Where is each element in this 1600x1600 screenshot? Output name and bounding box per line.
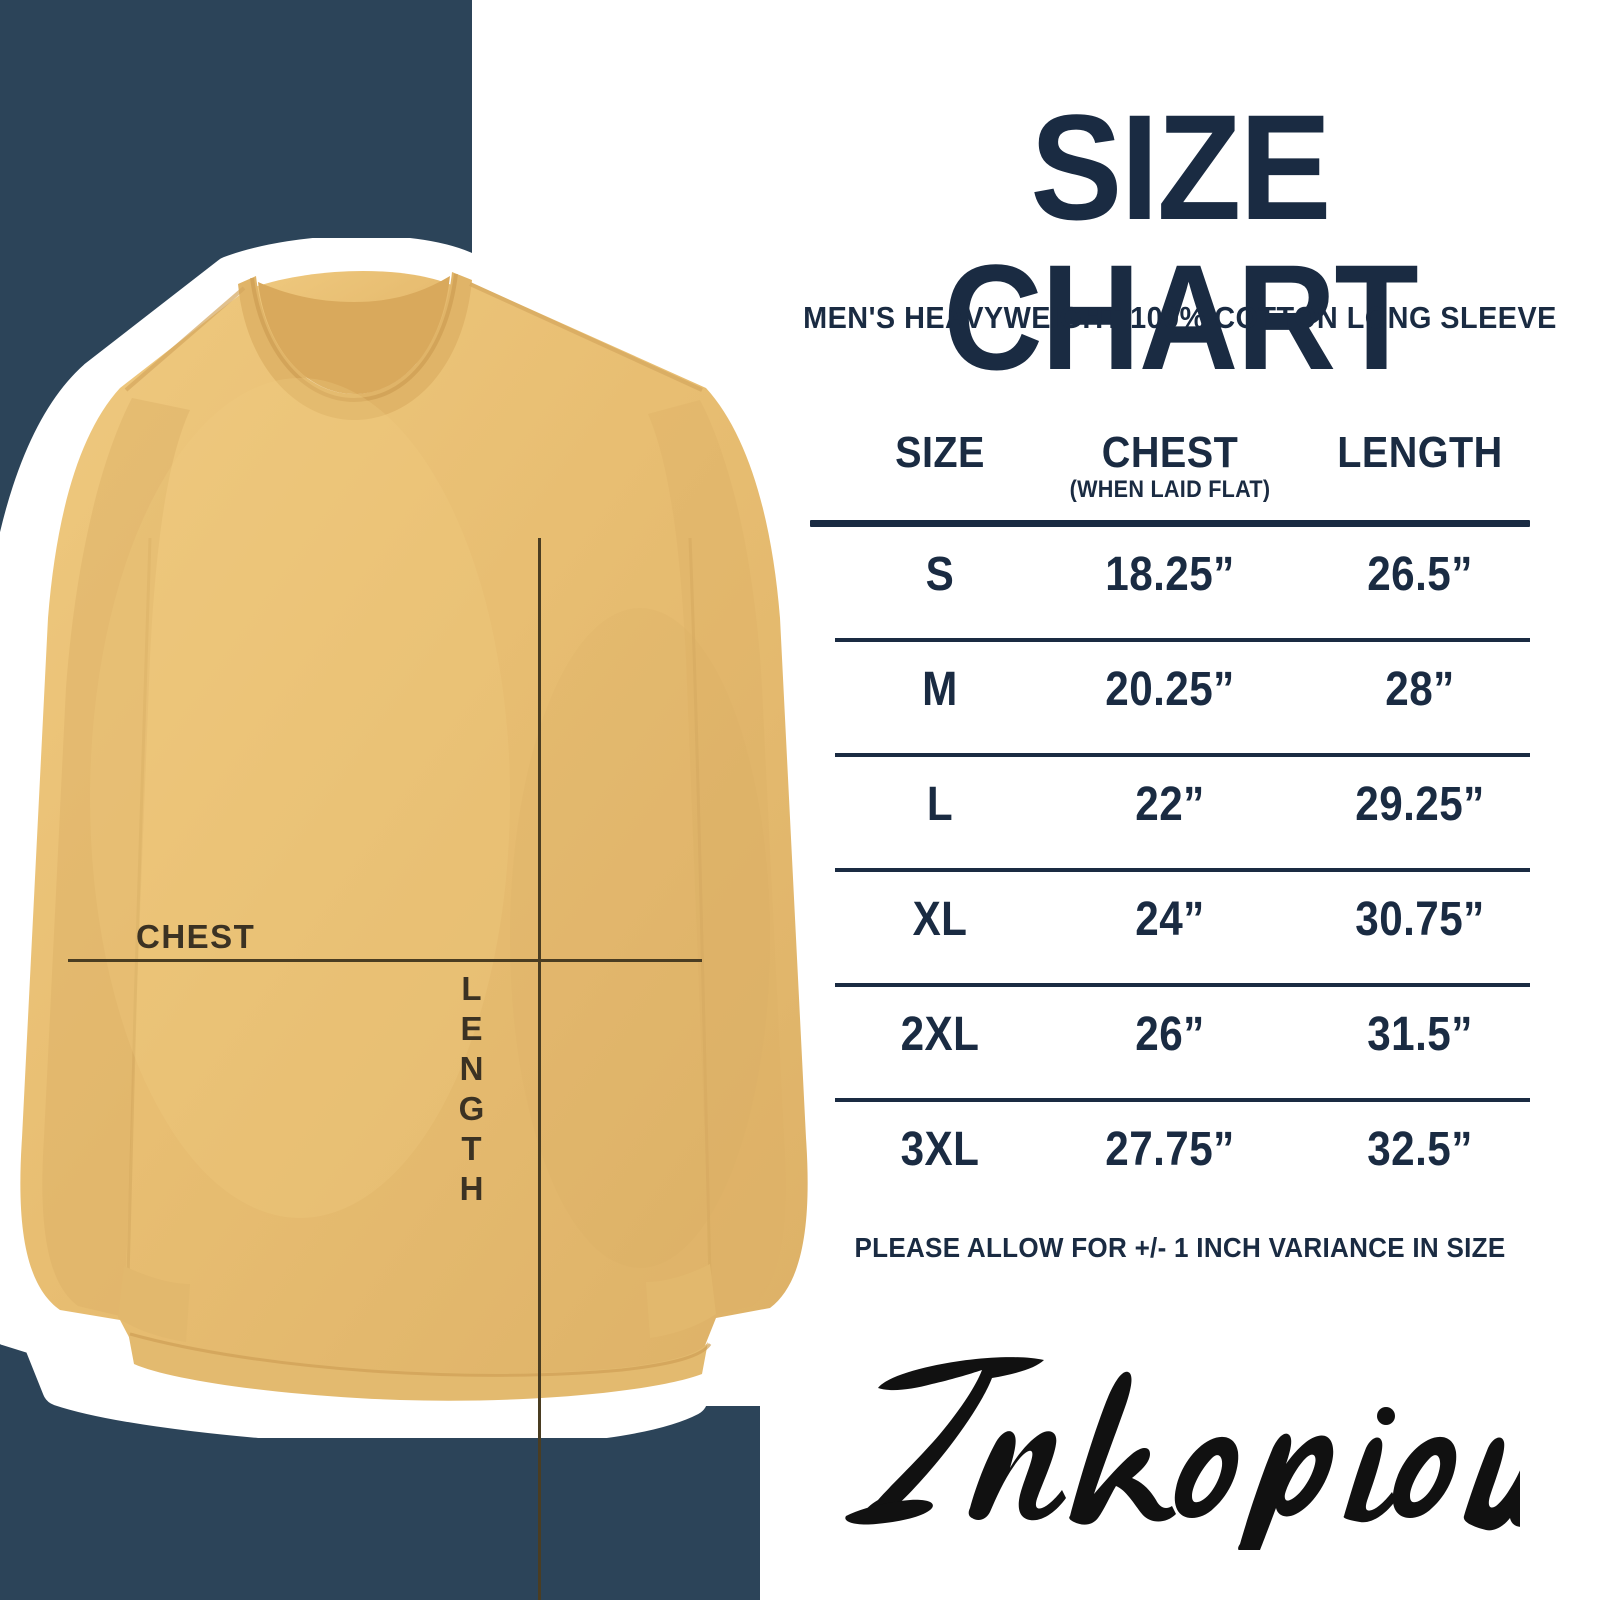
cell-chest: 26” <box>1135 1008 1205 1061</box>
table-header-row: SIZE CHEST LENGTH (WHEN LAID FLAT) <box>800 410 1530 527</box>
cell-length: 26.5” <box>1367 548 1473 601</box>
chest-measure-line <box>68 959 702 962</box>
chest-subnote: (WHEN LAID FLAT) <box>1069 476 1271 503</box>
size-table: SIZE CHEST LENGTH (WHEN LAID FLAT) S 18.… <box>800 410 1530 1176</box>
column-header-size: SIZE <box>895 428 985 477</box>
page-title: SIZE CHART <box>943 83 1419 401</box>
column-header-length: LENGTH <box>1337 428 1503 477</box>
cell-length: 29.25” <box>1355 778 1485 831</box>
row-divider <box>835 638 1530 642</box>
table-row: M 20.25” 28” <box>800 642 1530 757</box>
table-row: L 22” 29.25” <box>800 757 1530 872</box>
brand-logo-svg: R <box>845 1357 1520 1550</box>
row-divider <box>835 753 1530 757</box>
cell-length: 28” <box>1385 663 1455 716</box>
cell-length: 32.5” <box>1367 1123 1473 1176</box>
variance-note: PLEASE ALLOW FOR +/- 1 INCH VARIANCE IN … <box>854 1232 1506 1263</box>
cell-size: S <box>925 548 955 601</box>
shirt-svg <box>0 238 840 1438</box>
page-subtitle: MEN'S HEAVYWEIGHT 100% COTTON LONG SLEEV… <box>803 300 1557 335</box>
cell-size: 3XL <box>900 1123 980 1176</box>
navy-bottom-panel <box>0 1406 760 1600</box>
cell-chest: 27.75” <box>1105 1123 1235 1176</box>
length-measure-label: LENGTH <box>453 970 490 1210</box>
cell-size: M <box>922 663 958 716</box>
chest-measure-label: CHEST <box>136 918 256 955</box>
brand-logo: R <box>820 1320 1520 1550</box>
table-row: 2XL 26” 31.5” <box>800 987 1530 1102</box>
shirt-illustration: CHEST LENGTH <box>0 238 840 1600</box>
cell-size: XL <box>912 893 968 946</box>
cell-size: 2XL <box>900 1008 980 1061</box>
header-divider <box>810 520 1530 527</box>
cell-chest: 18.25” <box>1105 548 1235 601</box>
table-body: S 18.25” 26.5” M 20.25” 28” L 22” 29.25” <box>800 527 1530 1217</box>
cell-chest: 22” <box>1135 778 1205 831</box>
row-divider <box>835 1098 1530 1102</box>
length-measure-line <box>538 538 541 1600</box>
table-row: XL 24” 30.75” <box>800 872 1530 987</box>
table-row: 3XL 27.75” 32.5” <box>800 1102 1530 1217</box>
cell-length: 30.75” <box>1355 893 1485 946</box>
cell-size: L <box>926 778 954 831</box>
column-header-chest: CHEST <box>1101 428 1239 477</box>
row-divider <box>835 868 1530 872</box>
cell-chest: 20.25” <box>1105 663 1235 716</box>
cell-chest: 24” <box>1135 893 1205 946</box>
cell-length: 31.5” <box>1367 1008 1473 1061</box>
content-column: SIZE CHART MEN'S HEAVYWEIGHT 100% COTTON… <box>760 0 1600 1600</box>
row-divider <box>835 983 1530 987</box>
table-row: S 18.25” 26.5” <box>800 527 1530 642</box>
